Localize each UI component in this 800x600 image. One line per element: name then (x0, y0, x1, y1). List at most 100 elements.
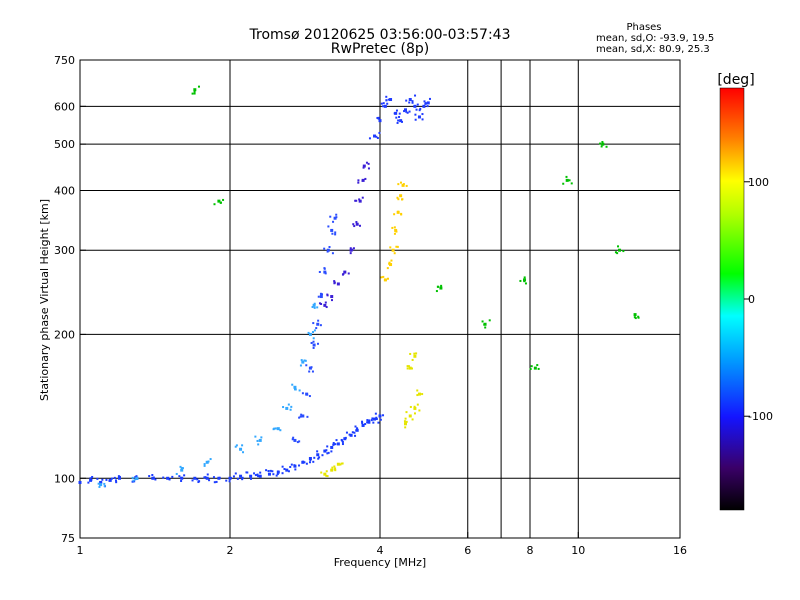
x-tick-label: 16 (673, 544, 687, 557)
data-point (258, 438, 262, 442)
data-point (334, 233, 337, 236)
data-point (352, 247, 355, 250)
data-point (296, 441, 299, 444)
data-point (395, 230, 398, 233)
data-point (361, 179, 364, 182)
data-point (334, 231, 337, 234)
data-point (357, 179, 360, 182)
data-point (316, 450, 319, 453)
data-point (407, 365, 410, 368)
colorbar-ticks: 100 0 -100 (744, 176, 773, 423)
data-point (368, 419, 371, 422)
data-point (285, 468, 289, 472)
data-point (272, 428, 275, 431)
data-point (318, 456, 321, 459)
data-point (413, 354, 417, 358)
data-point (408, 98, 412, 102)
data-point (300, 359, 303, 362)
x-tick-label: 6 (464, 544, 471, 557)
data-point (131, 476, 134, 479)
data-point (254, 435, 257, 438)
data-point (327, 225, 330, 228)
data-point (386, 277, 389, 280)
data-point (131, 480, 134, 483)
data-point (421, 113, 424, 116)
data-point (488, 319, 491, 322)
data-point (328, 246, 331, 249)
data-point (241, 478, 244, 481)
data-point (324, 301, 327, 304)
data-point (114, 479, 117, 482)
data-point (256, 473, 259, 476)
y-tick-label: 300 (54, 244, 75, 257)
data-point (309, 459, 312, 462)
data-point (393, 112, 396, 115)
data-point (382, 275, 385, 278)
data-point (416, 389, 419, 392)
data-point (117, 475, 120, 478)
data-point (570, 182, 573, 185)
data-point (417, 115, 421, 119)
data-point (101, 478, 104, 481)
data-point (530, 365, 533, 368)
data-point (405, 110, 408, 113)
data-point (484, 326, 487, 329)
data-point (326, 445, 329, 448)
x-tick-label: 2 (227, 544, 234, 557)
data-points (78, 85, 640, 488)
data-point (354, 425, 357, 428)
data-point (408, 110, 411, 113)
data-point (179, 465, 182, 468)
data-point (371, 417, 374, 420)
data-point (349, 252, 352, 255)
data-point (292, 436, 295, 439)
data-point (277, 470, 280, 473)
data-point (405, 99, 408, 102)
data-point (351, 248, 354, 251)
data-point (380, 276, 383, 279)
data-point (321, 454, 324, 457)
data-point (323, 270, 327, 274)
data-point (332, 442, 335, 445)
data-point (406, 111, 409, 114)
data-point (213, 203, 216, 206)
data-point (311, 370, 314, 373)
data-point (403, 108, 407, 112)
data-point (330, 468, 334, 472)
data-point (148, 475, 151, 478)
data-point (330, 295, 333, 298)
data-point (481, 320, 484, 323)
data-point (401, 183, 405, 187)
data-point (359, 224, 362, 227)
data-point (298, 440, 301, 443)
chart-subtitle: RwPretec (8p) (331, 41, 429, 57)
data-point (400, 120, 403, 123)
x-tick-label: 8 (527, 544, 534, 557)
data-point (413, 406, 417, 410)
data-point (326, 475, 329, 478)
data-point (325, 474, 328, 477)
data-point (533, 366, 537, 370)
data-point (634, 317, 637, 320)
data-point (310, 341, 313, 344)
data-point (404, 422, 407, 425)
data-point (334, 467, 337, 470)
data-point (633, 313, 637, 317)
data-point (367, 162, 370, 165)
data-point (339, 463, 342, 466)
data-point (391, 226, 394, 229)
data-point (305, 462, 308, 465)
data-point (385, 99, 388, 102)
data-point (241, 444, 244, 447)
data-point (316, 453, 320, 457)
data-point (215, 480, 218, 483)
data-point (413, 405, 416, 408)
data-point (523, 276, 526, 279)
data-point (281, 472, 284, 475)
data-point (383, 104, 387, 108)
data-point (388, 261, 391, 264)
data-point (301, 392, 304, 395)
data-point (389, 246, 392, 249)
data-point (293, 464, 296, 467)
data-point (222, 198, 225, 201)
